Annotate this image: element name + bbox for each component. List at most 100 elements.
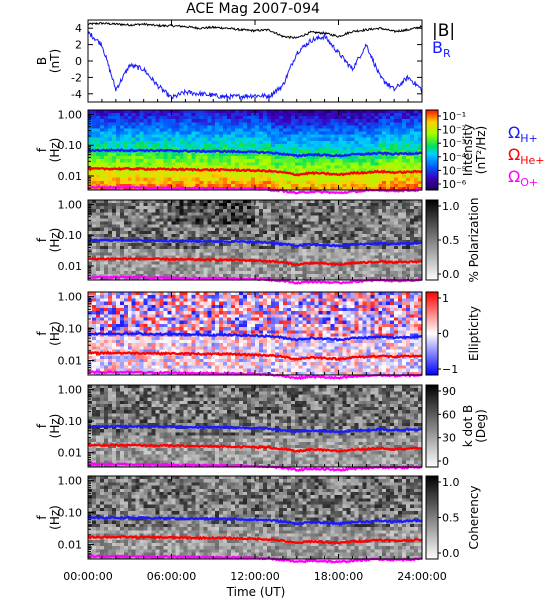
heatmap-cell: [151, 177, 157, 182]
heatmap-cell: [378, 146, 383, 151]
heatmap-cell: [127, 314, 133, 319]
heatmap-cell: [378, 267, 383, 272]
heatmap-cell: [199, 270, 204, 275]
heatmap-cell: [147, 110, 153, 114]
heatmap-cell: [294, 143, 300, 148]
heatmap-cell: [410, 221, 415, 226]
heatmap-cell: [123, 218, 129, 223]
heatmap-cell: [251, 203, 256, 207]
heatmap-cell: [143, 215, 149, 219]
heatmap-cell: [155, 177, 161, 182]
heatmap-cell: [386, 215, 391, 219]
heatmap-cell: [159, 343, 165, 347]
heatmap-cell: [350, 218, 355, 223]
heatmap-cell: [262, 116, 268, 120]
heatmap-cell: [147, 301, 153, 306]
heatmap-cell: [179, 236, 184, 241]
heatmap-cell: [302, 183, 308, 188]
heatmap-cell: [370, 215, 375, 219]
heatmap-cell: [91, 362, 97, 366]
heatmap-cell: [139, 343, 145, 347]
heatmap-cell: [334, 270, 339, 275]
heatmap-cell: [147, 327, 153, 331]
heatmap-cell: [119, 162, 125, 166]
heatmap-cell: [99, 255, 105, 259]
heatmap-cell: [155, 264, 161, 269]
heatmap-cell: [258, 134, 264, 139]
heatmap-cell: [111, 339, 117, 344]
heatmap-cell: [91, 261, 97, 266]
heatmap-cell: [386, 177, 391, 182]
heatmap-cell: [139, 243, 145, 247]
heatmap-cell: [418, 165, 423, 169]
heatmap-cell: [394, 224, 399, 229]
heatmap-cell: [115, 249, 121, 253]
heatmap-cell: [215, 273, 220, 278]
heatmap-cell: [334, 119, 339, 123]
heatmap-cell: [111, 276, 117, 281]
heatmap-cell: [247, 116, 252, 120]
heatmap-cell: [207, 156, 212, 160]
heatmap-cell: [258, 267, 264, 272]
heatmap-cell: [219, 140, 224, 145]
heatmap-cell: [294, 122, 300, 126]
heatmap-cell: [88, 346, 93, 350]
heatmap-cell: [88, 230, 93, 235]
heatmap-cell: [135, 346, 141, 350]
heatmap-cell: [358, 140, 363, 145]
heatmap-cell: [135, 355, 141, 360]
heatmap-cell: [342, 125, 347, 129]
heatmap-cell: [370, 270, 375, 275]
heatmap-cell: [306, 227, 312, 232]
heatmap-cell: [88, 292, 93, 296]
heatmap-cell: [314, 140, 320, 145]
heatmap-cell: [139, 125, 145, 129]
heatmap-cell: [378, 243, 383, 247]
heatmap-cell: [143, 267, 149, 272]
heatmap-cell: [223, 183, 228, 188]
heatmap-cell: [414, 156, 419, 160]
heatmap-cell: [139, 301, 145, 306]
heatmap-cell: [167, 143, 172, 148]
heatmap-cell: [374, 186, 379, 191]
heatmap-cell: [354, 186, 359, 191]
heatmap-cell: [306, 270, 312, 275]
heatmap-cell: [330, 143, 336, 148]
heatmap-cell: [406, 162, 411, 166]
heatmap-cell: [111, 314, 117, 319]
heatmap-cell: [103, 116, 109, 120]
heatmap-cell: [99, 168, 105, 173]
heatmap-cell: [318, 122, 324, 126]
heatmap-cell: [390, 236, 395, 241]
heatmap-cell: [358, 113, 363, 117]
heatmap-cell: [274, 177, 280, 182]
heatmap-cell: [91, 221, 97, 226]
heatmap-cell: [103, 307, 109, 312]
heatmap-cell: [286, 186, 292, 191]
heatmap-cell: [310, 165, 316, 169]
heatmap-cell: [111, 134, 117, 139]
heatmap-cell: [199, 212, 204, 216]
heatmap-cell: [306, 212, 312, 216]
heatmap-cell: [286, 212, 292, 216]
heatmap-cell: [131, 221, 137, 226]
heatmap-cell: [135, 119, 141, 123]
heatmap-cell: [223, 252, 228, 256]
heatmap-cell: [386, 159, 391, 163]
heatmap-cell: [394, 200, 399, 204]
heatmap-cell: [219, 209, 224, 213]
heatmap-cell: [255, 137, 260, 142]
heatmap-cell: [123, 323, 129, 328]
heatmap-cell: [382, 249, 387, 253]
heatmap-cell: [334, 276, 339, 281]
heatmap-cell: [247, 233, 252, 238]
heatmap-cell: [262, 264, 268, 269]
heatmap-cell: [326, 209, 332, 213]
heatmap-cell: [187, 236, 192, 241]
heatmap-cell: [262, 233, 268, 238]
heatmap-cell: [255, 270, 260, 275]
heatmap-cell: [203, 113, 208, 117]
heatmap-cell: [402, 162, 407, 166]
heatmap-cell: [298, 221, 304, 226]
heatmap-cell: [191, 267, 196, 272]
